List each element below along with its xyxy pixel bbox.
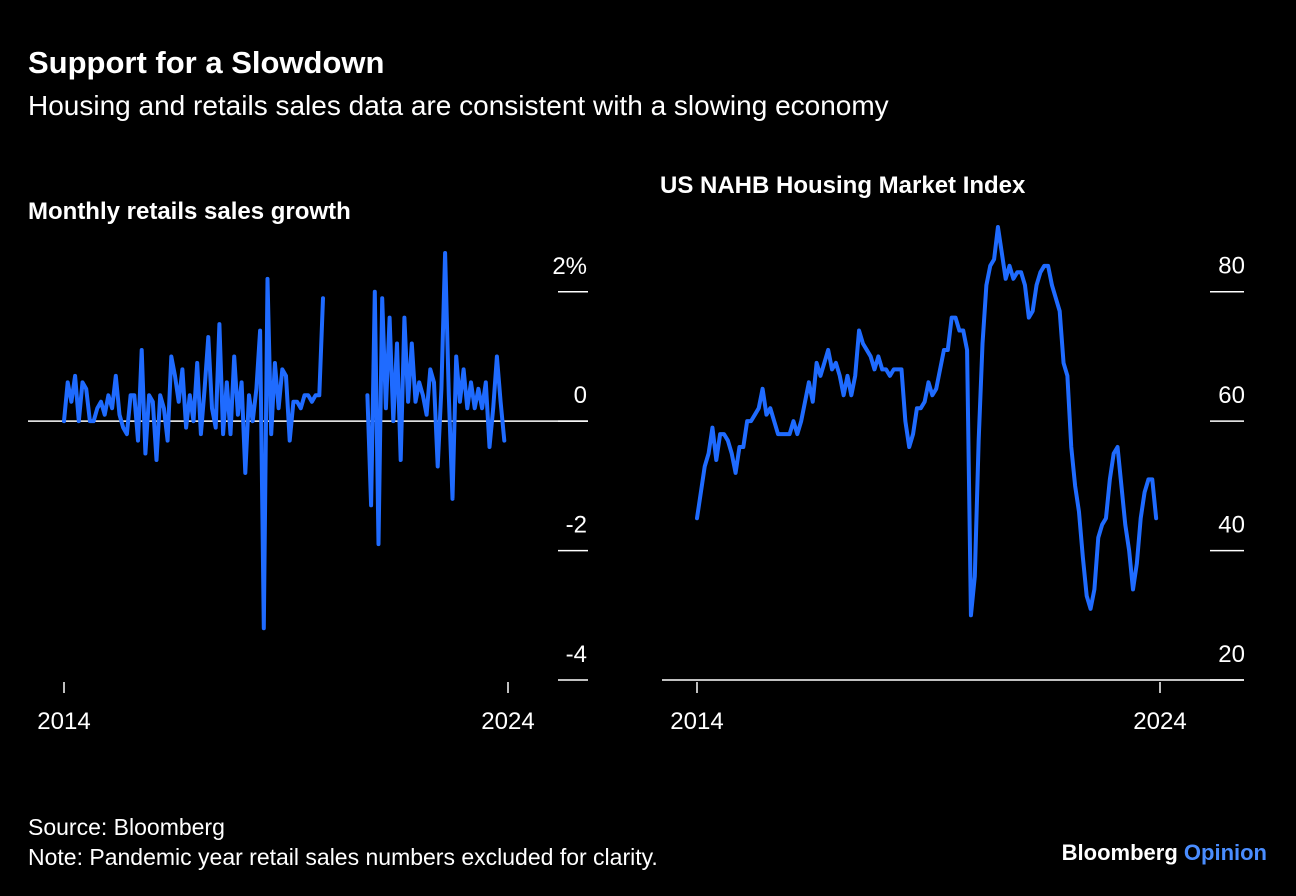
note: Note: Pandemic year retail sales numbers…: [28, 844, 658, 870]
x-tick-label: 2014: [37, 708, 90, 735]
y-tick-label: 80: [1218, 253, 1245, 280]
y-tick-label: -4: [566, 641, 587, 668]
brand-name: Bloomberg: [1062, 840, 1178, 865]
title: Support for a Slowdown: [28, 45, 384, 80]
y-tick-label: 20: [1218, 641, 1245, 668]
chart-title: Monthly retails sales growth: [28, 198, 351, 225]
y-tick-label: 0: [574, 382, 587, 409]
data-line: [62, 250, 507, 631]
data-line: [695, 225, 1159, 618]
y-tick-label: 60: [1218, 382, 1245, 409]
y-tick-label: -2: [566, 512, 587, 539]
subtitle: Housing and retails sales data are consi…: [28, 90, 889, 121]
chart-title: US NAHB Housing Market Index: [660, 172, 1026, 199]
y-tick-label: 40: [1218, 512, 1245, 539]
x-tick-label: 2024: [481, 708, 534, 735]
x-tick-label: 2024: [1133, 708, 1186, 735]
brand-tag: Opinion: [1184, 840, 1267, 865]
brand: Bloomberg Opinion: [1062, 840, 1267, 865]
source: Source: Bloomberg: [28, 814, 225, 840]
y-tick-label: 2%: [552, 253, 587, 280]
x-tick-label: 2014: [670, 708, 723, 735]
